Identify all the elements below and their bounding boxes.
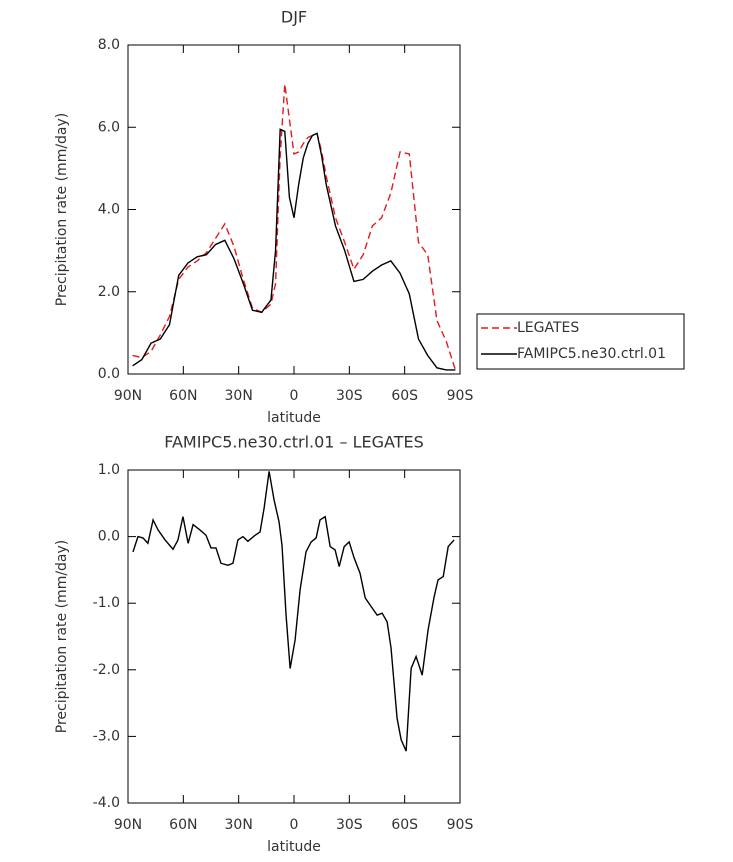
- y-tick-label: -3.0: [93, 728, 120, 744]
- x-tick-label: 0: [290, 388, 299, 404]
- chart-title: DJF: [281, 8, 307, 27]
- y-tick-label: 6.0: [98, 119, 120, 135]
- x-tick-label: 60N: [169, 388, 197, 404]
- x-tick-label: 90S: [447, 388, 474, 404]
- y-tick-label: 0.0: [98, 366, 120, 382]
- x-tick-label: 60S: [391, 388, 418, 404]
- x-tick-label: 30N: [225, 817, 253, 833]
- plot-frame: [127, 469, 461, 804]
- y-tick-label: -4.0: [93, 795, 120, 811]
- data-line: [132, 128, 456, 371]
- x-tick-label: 0: [290, 817, 299, 833]
- data-line: [132, 83, 457, 371]
- y-tick-label: -2.0: [93, 662, 120, 678]
- x-tick-label: 30S: [336, 388, 363, 404]
- legend-label: FAMIPC5.ne30.ctrl.01: [517, 346, 666, 362]
- y-tick-label: -1.0: [93, 595, 120, 611]
- x-tick-label: 60N: [169, 817, 197, 833]
- x-axis-label: latitude: [267, 410, 321, 426]
- y-tick-label: 8.0: [98, 37, 120, 53]
- x-tick-label: 90N: [114, 817, 142, 833]
- x-tick-label: 60S: [391, 817, 418, 833]
- y-tick-label: 1.0: [98, 462, 120, 478]
- y-tick-label: 2.0: [98, 284, 120, 300]
- plot-frame: [127, 44, 461, 375]
- x-axis-label: latitude: [267, 839, 321, 855]
- legend-box: [476, 313, 685, 370]
- y-axis-label: Precipitation rate (mm/day): [54, 540, 70, 734]
- x-tick-label: 90N: [114, 388, 142, 404]
- x-tick-label: 30S: [336, 817, 363, 833]
- y-axis-label: Precipitation rate (mm/day): [54, 113, 70, 307]
- x-tick-label: 90S: [447, 817, 474, 833]
- x-tick-label: 30N: [225, 388, 253, 404]
- y-tick-label: 0.0: [98, 529, 120, 545]
- legend-label: LEGATES: [517, 320, 579, 336]
- y-tick-label: 4.0: [98, 202, 120, 218]
- data-line: [132, 471, 455, 752]
- chart-title: FAMIPC5.ne30.ctrl.01 – LEGATES: [164, 433, 424, 452]
